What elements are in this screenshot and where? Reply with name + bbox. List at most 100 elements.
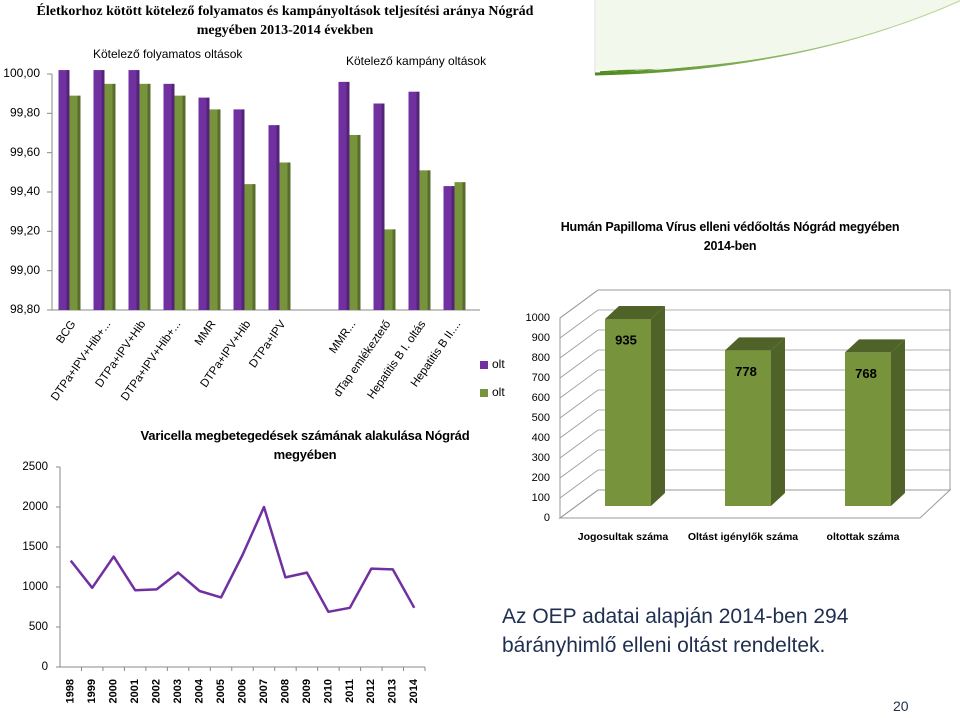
- y-tick-label: 98,80: [10, 302, 40, 316]
- page-number: 20: [893, 698, 909, 714]
- x-tick-label: 2012: [365, 679, 377, 703]
- x-tick-label: 2002: [151, 679, 163, 703]
- y-tick-label: 0: [544, 512, 550, 524]
- x-tick-label: MMR: [193, 319, 219, 348]
- x-tick-label: 2004: [193, 678, 205, 703]
- x-tick-label: 2005: [215, 679, 227, 703]
- bar-shade: [346, 81, 350, 310]
- x-tick-label: 2010: [322, 679, 334, 703]
- x-tick-label: 2008: [279, 679, 291, 703]
- bar-shade: [392, 229, 396, 310]
- bar: [198, 97, 210, 310]
- bar: [69, 95, 81, 310]
- bar: [454, 182, 466, 310]
- grid-line: [559, 489, 950, 519]
- legend-label: olt: [492, 385, 505, 399]
- y-tick-label: 500: [29, 621, 48, 633]
- y-tick-label: 1000: [526, 312, 550, 324]
- x-tick-label: 2014: [408, 678, 420, 703]
- y-tick-label: 900: [532, 332, 550, 344]
- x-tick-label: 2011: [344, 679, 356, 703]
- bar: [725, 350, 771, 506]
- chart-title: Humán Papilloma Vírus elleni védőoltás N…: [560, 220, 900, 253]
- bar-shade: [462, 182, 466, 310]
- y-tick-label: 1500: [22, 541, 48, 553]
- bar: [244, 184, 256, 310]
- y-tick-label: 99,80: [10, 106, 40, 120]
- x-tick-label: Oltást igénylők száma: [688, 531, 798, 543]
- y-tick-label: 99,40: [10, 184, 40, 198]
- bar: [209, 109, 221, 311]
- grid-line: [559, 369, 950, 399]
- bar-shade: [241, 109, 245, 311]
- grid-line: [559, 409, 950, 439]
- bar: [605, 319, 651, 506]
- bar-shade: [171, 83, 175, 310]
- bar-top: [725, 337, 785, 351]
- annotation: Kötelező kampány oltások: [346, 54, 487, 68]
- bar: [338, 81, 350, 310]
- bar-shade: [101, 70, 105, 310]
- bar: [58, 70, 70, 310]
- bar: [373, 103, 385, 310]
- bar-shade: [427, 170, 431, 310]
- note: Az OEP adatai alapján 2014-ben 294 bárán…: [502, 605, 849, 657]
- bar-shade: [252, 184, 256, 310]
- value-label: 768: [855, 366, 877, 381]
- y-tick-label: 100: [532, 492, 550, 504]
- x-tick-label: 2013: [387, 679, 399, 703]
- bar-side: [651, 306, 665, 506]
- grid-line: [559, 469, 950, 499]
- y-tick-label: 2500: [22, 461, 48, 473]
- bar-shade: [147, 83, 151, 310]
- bar: [233, 109, 245, 311]
- x-tick-label: DTPa+IPV: [247, 318, 288, 370]
- bar-shade: [451, 186, 455, 310]
- chart-title: Varicella megbetegedések számának alakul…: [140, 428, 470, 462]
- decoration-fill: [596, 0, 960, 71]
- bar-side: [891, 339, 905, 506]
- annotation: Kötelező folyamatos oltások: [93, 47, 243, 61]
- x-tick-label: BCG: [54, 319, 78, 346]
- bar-shade: [217, 109, 221, 311]
- bar: [845, 352, 891, 506]
- bar-top: [605, 306, 665, 319]
- y-tick-label: 99,20: [10, 224, 40, 238]
- y-tick-label: 700: [532, 372, 550, 384]
- bar: [279, 162, 291, 310]
- grid-line: [559, 289, 950, 319]
- line: [69, 505, 416, 614]
- value-label: 935: [615, 332, 637, 347]
- bar-shade: [112, 83, 116, 310]
- bar: [419, 170, 431, 310]
- bar: [408, 91, 420, 310]
- grid-line: [559, 309, 950, 339]
- bar-top: [845, 339, 905, 353]
- grid-line: [559, 389, 950, 419]
- bar: [163, 83, 175, 310]
- x-tick-label: 2001: [129, 679, 141, 703]
- chart-title: Életkorhoz kötött kötelező folyamatos és…: [36, 4, 534, 38]
- x-tick-label: 2007: [258, 679, 270, 703]
- x-tick-label: Jogosultak száma: [578, 531, 669, 543]
- grid-line: [559, 329, 950, 359]
- bar-shade: [77, 95, 81, 310]
- bar: [139, 83, 151, 310]
- y-tick-label: 0: [42, 661, 48, 673]
- bar: [174, 95, 186, 310]
- bar-shade: [66, 70, 70, 310]
- bar-shade: [182, 95, 186, 310]
- bar: [349, 134, 361, 310]
- y-tick-label: 1000: [22, 581, 48, 593]
- bar: [443, 186, 455, 310]
- y-tick-label: 100,00: [3, 66, 40, 80]
- bar-shade: [276, 125, 280, 310]
- x-tick-label: 1998: [65, 679, 77, 703]
- bar: [104, 83, 116, 310]
- bar-shade: [287, 162, 291, 310]
- bar-shade: [136, 70, 140, 310]
- y-tick-label: 99,60: [10, 145, 40, 159]
- value-label: 778: [735, 364, 757, 379]
